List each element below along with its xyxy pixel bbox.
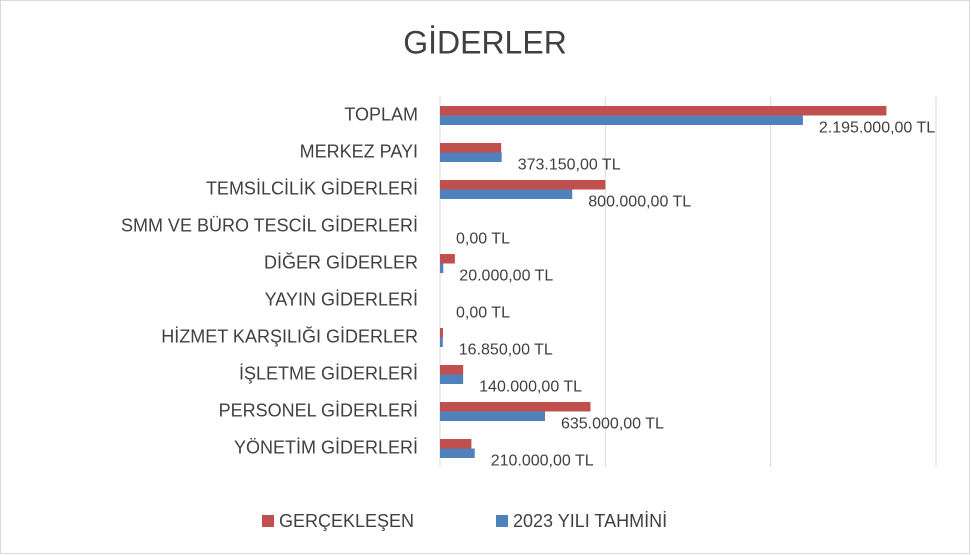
y-tick-label: YÖNETİM GİDERLERİ — [234, 437, 418, 457]
y-tick-label: TEMSİLCİLİK GİDERLERİ — [206, 178, 418, 198]
legend-swatch — [262, 515, 274, 527]
bar — [440, 365, 464, 375]
data-label: 800.000,00 TL — [588, 194, 691, 211]
data-label: 373.150,00 TL — [518, 157, 621, 174]
data-label: 2.195.000,00 TL — [819, 120, 935, 137]
bar — [440, 402, 591, 412]
data-label: 16.850,00 TL — [459, 342, 553, 359]
bar — [440, 337, 443, 347]
y-tick-label: YAYIN GİDERLERİ — [265, 289, 418, 309]
bar — [440, 143, 502, 153]
chart-title: GİDERLER — [403, 24, 567, 60]
y-tick-label: TOPLAM — [344, 104, 418, 124]
y-tick-label: MERKEZ PAYI — [300, 141, 418, 161]
bar — [440, 448, 475, 458]
bar — [440, 106, 887, 116]
bar — [440, 328, 443, 338]
data-label: 140.000,00 TL — [479, 379, 582, 396]
bar — [440, 439, 472, 449]
data-label: 210.000,00 TL — [491, 453, 594, 470]
y-tick-label: SMM VE BÜRO TESCİL GİDERLERİ — [121, 215, 418, 235]
legend-label: 2023 YILI TAHMİNİ — [513, 511, 667, 531]
y-tick-label: DİĞER GİDERLER — [264, 251, 418, 272]
bar — [440, 254, 455, 264]
legend-swatch — [496, 515, 508, 527]
y-tick-label: PERSONEL GİDERLERİ — [219, 400, 418, 420]
bar — [440, 374, 464, 384]
bar — [440, 189, 573, 199]
data-label: 20.000,00 TL — [459, 268, 553, 285]
y-tick-label: İŞLETME GİDERLERİ — [239, 363, 418, 383]
data-label: 635.000,00 TL — [561, 416, 664, 433]
bar — [440, 411, 545, 421]
legend-label: GERÇEKLEŞEN — [279, 511, 414, 531]
bar — [440, 152, 502, 162]
bar — [440, 180, 606, 190]
y-tick-label: HİZMET KARŞILIĞI GİDERLER — [161, 325, 418, 346]
data-label: 0,00 TL — [456, 305, 510, 322]
bar — [440, 115, 803, 125]
data-label: 0,00 TL — [456, 231, 510, 248]
bar — [440, 263, 444, 273]
